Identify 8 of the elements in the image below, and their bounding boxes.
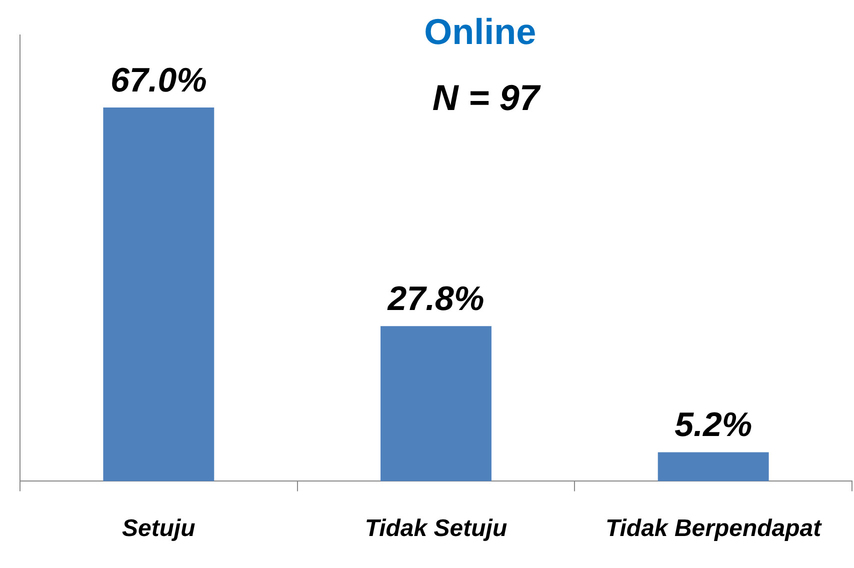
annotation: N = 97 (432, 77, 542, 118)
data-label: 67.0% (110, 62, 207, 100)
x-tick-label: Tidak Berpendapat (606, 515, 822, 542)
x-tick-label: Setuju (122, 515, 196, 542)
data-label: 5.2% (674, 406, 752, 444)
x-tick-label: Tidak Setuju (364, 515, 508, 542)
chart-title: Online (424, 11, 536, 52)
data-label: 27.8% (386, 280, 484, 318)
